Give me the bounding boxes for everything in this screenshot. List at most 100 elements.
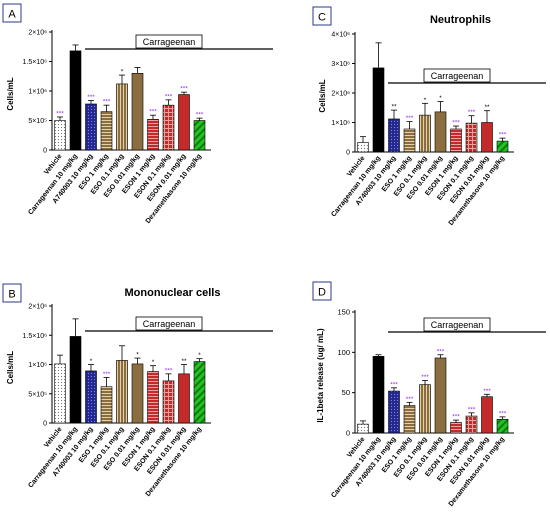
significance-label: * xyxy=(136,352,139,359)
significance-label: *** xyxy=(390,381,398,388)
significance-label: *** xyxy=(437,348,445,355)
panel-b: B Mononuclear cells Cells/mL 0 5×10⁵ 1×10⁶ 1.5… xyxy=(2,283,273,498)
bar xyxy=(450,422,462,434)
bar xyxy=(162,104,175,151)
significance-label: *** xyxy=(421,374,429,381)
bar xyxy=(357,423,369,434)
bar xyxy=(147,371,159,424)
significance-label: *** xyxy=(149,109,157,116)
significance-label: ** xyxy=(484,104,490,111)
bar xyxy=(193,361,206,424)
bar xyxy=(465,415,478,434)
group-label-box xyxy=(135,316,203,331)
bar xyxy=(85,103,97,151)
significance-label: * xyxy=(198,352,201,359)
y-tick-label: 1×10⁶ xyxy=(331,120,350,127)
panel-label: D xyxy=(318,287,326,299)
significance-label: * xyxy=(121,69,124,76)
bar xyxy=(465,122,478,153)
bar xyxy=(450,128,462,153)
significance-label: * xyxy=(90,358,93,365)
bar xyxy=(372,356,385,434)
bar xyxy=(496,418,509,434)
panel-c: C Neutrophils Cells/mL 0 1×10⁶ 2×10⁶ 3×10⁶ 4×10… xyxy=(312,6,546,227)
significance-label: *** xyxy=(165,367,173,374)
y-tick-label: 150 xyxy=(337,308,350,317)
bar xyxy=(69,336,82,424)
bar xyxy=(372,67,385,153)
significance-label: * xyxy=(424,97,427,104)
bar xyxy=(434,111,447,153)
bar xyxy=(388,118,400,153)
significance-label: *** xyxy=(87,94,95,101)
y-tick-label: 1.5×10⁶ xyxy=(23,333,48,340)
significance-label: ** xyxy=(181,358,187,365)
y-tick-label: 1×10⁶ xyxy=(28,362,47,369)
panel-label-box xyxy=(312,281,332,301)
y-axis-label: Cells/mL xyxy=(6,77,15,110)
panel-label: B xyxy=(8,289,15,301)
bar xyxy=(388,390,400,434)
bar xyxy=(403,128,416,153)
y-axis-label: Cells/mL xyxy=(6,351,15,384)
bar xyxy=(193,120,206,151)
y-tick-label: 50 xyxy=(342,388,350,397)
bar xyxy=(434,357,447,434)
significance-label: *** xyxy=(406,396,414,403)
y-axis-label: Cells/mL xyxy=(318,79,327,112)
significance-label: *** xyxy=(499,132,507,139)
bar xyxy=(131,73,144,151)
y-tick-label: 2×10⁶ xyxy=(28,304,47,311)
significance-label: ** xyxy=(391,104,397,111)
bar xyxy=(85,370,97,424)
group-label-box xyxy=(423,68,491,83)
bar xyxy=(481,122,493,153)
group-label: Carrageenan xyxy=(431,320,484,330)
significance-label: *** xyxy=(56,110,64,117)
bar xyxy=(116,83,128,151)
significance-label: *** xyxy=(452,414,460,421)
bar xyxy=(419,114,431,153)
significance-label: *** xyxy=(468,109,476,116)
bar xyxy=(403,405,416,434)
group-label: Carrageenan xyxy=(143,37,196,47)
panel-label: A xyxy=(8,9,16,21)
y-tick-label: 1×10⁶ xyxy=(28,89,47,96)
bar xyxy=(496,140,509,153)
y-tick-label: 3×10⁶ xyxy=(331,61,350,68)
y-tick-label: 2×10⁶ xyxy=(28,30,47,37)
panel-label-box xyxy=(312,6,332,26)
bar xyxy=(419,384,431,434)
y-tick-label: 5×10⁵ xyxy=(28,118,47,125)
chart-title: Mononuclear cells xyxy=(125,287,221,299)
y-axis-label: IL-1beta release (ug/ mL) xyxy=(316,328,325,423)
bar xyxy=(481,396,493,434)
bar xyxy=(54,363,66,424)
y-tick-label: 0 xyxy=(346,150,350,157)
group-label-box xyxy=(423,317,491,332)
significance-label: *** xyxy=(103,99,111,106)
bar xyxy=(162,380,175,424)
group-label-box xyxy=(135,34,203,49)
significance-label: *** xyxy=(180,86,188,93)
significance-label: *** xyxy=(452,120,460,127)
bar xyxy=(100,111,113,151)
bar xyxy=(116,360,128,424)
panel-label: C xyxy=(318,12,326,24)
bar xyxy=(178,373,190,424)
y-tick-label: 0 xyxy=(43,148,47,155)
y-tick-label: 4×10⁶ xyxy=(331,32,350,39)
significance-label: * xyxy=(152,359,155,366)
bar xyxy=(69,50,82,151)
panel-a: ACells/mL05×10⁵1×10⁶1.5×10⁶2×10⁶***Vehic… xyxy=(2,3,273,225)
panel-d: DIL-1beta release (ug/ mL)050100150Vehic… xyxy=(312,281,546,508)
bar xyxy=(100,386,113,424)
bar xyxy=(147,119,159,151)
y-tick-label: 100 xyxy=(337,348,350,357)
significance-label: *** xyxy=(196,112,204,119)
bar xyxy=(131,363,144,424)
bar xyxy=(357,142,369,153)
chart-title: Neutrophils xyxy=(430,14,491,26)
panel-label-box xyxy=(2,3,22,23)
